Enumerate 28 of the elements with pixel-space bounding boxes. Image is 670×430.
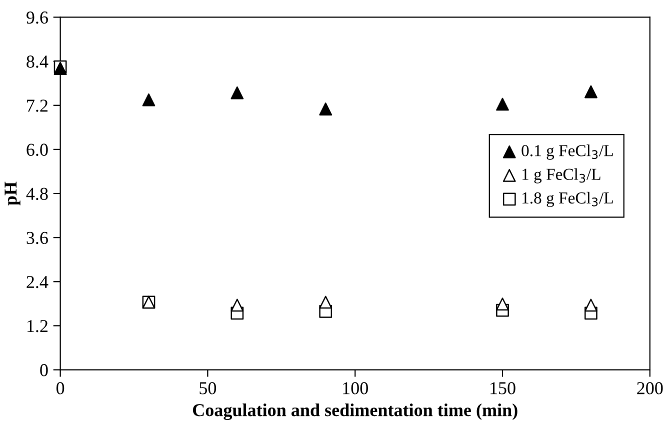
legend-label: 0.1 g FeCl$_{3}$/L: [522, 144, 613, 160]
point: [584, 298, 598, 312]
legend-label: 1 g FeCl$_{3}$/L: [522, 168, 600, 184]
y-axis-title: pH: [4, 182, 20, 206]
y-tick-label: 1.2: [28, 320, 48, 332]
point: [319, 296, 332, 309]
y-tick-label: 6.0: [26, 144, 48, 156]
y-tick-label: 9.6: [26, 12, 48, 24]
x-tick-label: 100: [343, 382, 368, 394]
x-tick-label: 0: [56, 382, 64, 394]
point: [142, 93, 156, 106]
x-tick-label: 50: [200, 382, 216, 394]
x-axis-title: Coagulation and sedimentation time (min): [192, 404, 518, 420]
point: [230, 86, 244, 100]
point: [230, 298, 244, 312]
x-tick-label: 150: [490, 382, 516, 394]
y-tick-label: 0: [40, 364, 48, 376]
y-tick-label: 2.4: [26, 276, 48, 288]
point: [319, 102, 332, 116]
y-tick-label: 4.8: [26, 188, 48, 200]
point: [584, 85, 598, 98]
x-tick-label: 200: [637, 382, 663, 394]
y-tick-label: 8.4: [26, 56, 48, 68]
point: [496, 98, 509, 111]
y-tick-label: 3.6: [26, 232, 48, 244]
y-tick-label: 7.2: [27, 100, 48, 112]
point: [496, 298, 509, 310]
legend-label: 1.8 g FeCl$_{3}$/L: [522, 192, 613, 208]
